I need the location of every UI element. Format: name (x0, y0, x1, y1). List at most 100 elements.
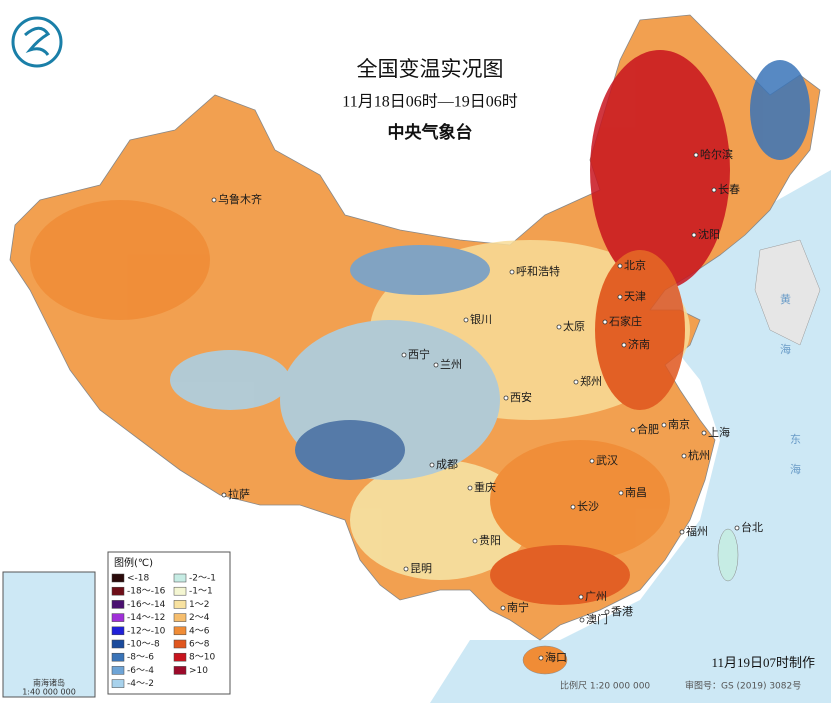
legend-title: 图例(℃) (114, 556, 153, 569)
legend-label: 1～2 (189, 600, 209, 610)
city-label: 天津 (624, 290, 646, 303)
agency: 中央气象台 (388, 122, 473, 143)
legend-swatch (111, 573, 125, 583)
city-label: 乌鲁木齐 (218, 192, 262, 206)
legend-swatch (111, 613, 125, 622)
field (30, 200, 210, 320)
city-dot (604, 609, 610, 615)
legend-swatch (111, 626, 125, 636)
city-label: 西安 (510, 390, 532, 404)
city-dot (403, 566, 409, 572)
legend-label: >10 (189, 666, 208, 676)
field (750, 60, 810, 160)
legend-swatch (111, 586, 125, 596)
legend-label: -8～-6 (127, 653, 154, 663)
city-label: 南京 (668, 417, 690, 431)
legend: <-18 -18～-16 -16～-14 -14～-12 -12～-10 -10～-8 -8… (111, 573, 216, 689)
city-dot (693, 152, 699, 158)
city-label: 重庆 (474, 480, 496, 494)
city-label: 澳门 (586, 612, 608, 626)
field (350, 245, 490, 295)
legend-label: 8～10 (189, 653, 215, 663)
city-label: 海口 (545, 650, 567, 664)
city-dot (681, 453, 687, 459)
city-dot (630, 427, 636, 433)
taiwan (717, 528, 739, 582)
sea-label: 黄 (780, 292, 791, 306)
legend-swatch (173, 600, 187, 609)
city-label: 太原 (563, 320, 585, 333)
city-label: 合肥 (637, 422, 659, 436)
city-label: 哈尔滨 (700, 147, 733, 161)
city-dot (463, 317, 469, 323)
field (295, 420, 405, 480)
inset-scale: 1:40 000 000 (22, 688, 76, 697)
city-dot (509, 269, 515, 275)
field (595, 250, 685, 410)
city-label: 长春 (718, 183, 740, 196)
korea (754, 239, 821, 346)
city-dot (221, 492, 227, 498)
city-label: 北京 (624, 258, 646, 272)
city-dot (401, 352, 407, 358)
city-label: 贵阳 (479, 534, 501, 547)
city-label: 长沙 (577, 500, 599, 513)
legend-label: -14～-12 (127, 613, 165, 623)
city-dot (556, 324, 562, 330)
city-dot (467, 485, 473, 491)
city-label: 南昌 (625, 486, 647, 499)
legend-label: -12～-10 (127, 626, 166, 636)
title: 全国变温实况图 (357, 57, 504, 81)
legend-swatch (111, 600, 125, 609)
legend-label: -18～-16 (127, 587, 166, 597)
city-label: 成都 (436, 458, 458, 471)
city-dot (701, 430, 707, 436)
legend-label: -16～-14 (127, 600, 166, 610)
city-dot (578, 594, 584, 600)
approval: 审图号：GS (2019) 3082号 (685, 680, 801, 692)
city-label: 广州 (585, 590, 607, 603)
city-label: 福州 (686, 524, 708, 538)
city-dot (617, 294, 623, 300)
city-label: 拉萨 (228, 487, 250, 501)
city-dot (618, 490, 624, 496)
city-label: 昆明 (410, 562, 432, 575)
legend-swatch (111, 639, 125, 649)
legend-swatch (173, 613, 187, 622)
city-label: 香港 (611, 605, 633, 618)
legend-swatch (173, 652, 187, 662)
legend-label: <-18 (127, 574, 150, 584)
legend-swatch (173, 586, 187, 596)
city-dot (661, 422, 667, 428)
logo-mark (24, 26, 51, 56)
logo (11, 16, 63, 68)
legend-label: 2～4 (189, 613, 210, 623)
sea-label: 东 (790, 433, 801, 446)
city-label: 杭州 (688, 448, 710, 462)
made-time: 11月19日07时制作 (711, 655, 815, 670)
inset-title: 南海诸岛 (33, 678, 65, 688)
legend-swatch (111, 679, 125, 688)
city-label: 呼和浩特 (516, 264, 560, 278)
legend-label: 4～6 (189, 626, 210, 636)
city-label: 台北 (741, 520, 763, 534)
city-dot (433, 362, 439, 368)
legend-label: -6～-4 (127, 666, 154, 676)
sea-label: 海 (780, 342, 791, 356)
field (350, 460, 530, 580)
city-dot (211, 197, 217, 203)
city-dot (589, 458, 595, 464)
legend-swatch (173, 666, 187, 675)
temperature-field (30, 50, 810, 605)
hainan (522, 645, 568, 675)
legend-swatch (173, 626, 187, 636)
city-label: 银川 (470, 312, 492, 326)
legend-swatch (111, 652, 125, 662)
legend-label: -4～-2 (127, 679, 154, 689)
city-label: 济南 (628, 337, 650, 351)
field (490, 545, 630, 605)
city-dot (429, 462, 435, 468)
legend-label: 6～8 (189, 640, 210, 650)
